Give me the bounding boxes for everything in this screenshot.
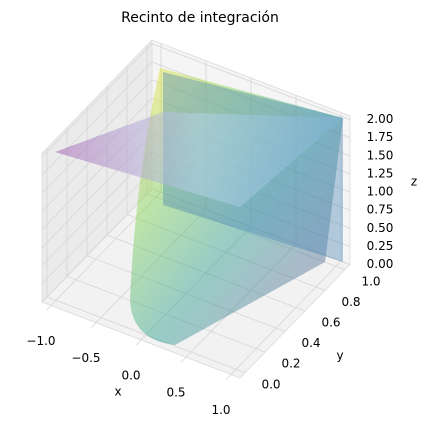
labels: Recinto de integración x y z −1.0 −0.5 0.0… (26, 10, 417, 417)
tick-mark (90, 322, 97, 329)
tilted-plane (55, 112, 343, 207)
z-tick-label: 0.75 (367, 203, 394, 217)
tick-mark (45, 305, 52, 311)
grid-line (41, 43, 153, 158)
grid-line (230, 260, 342, 375)
z-tick-label: 0.00 (367, 257, 394, 271)
z-axis-label: z (411, 175, 417, 189)
surfaces (55, 68, 343, 345)
y-tick-label: 0.2 (281, 357, 300, 371)
chart-title: Recinto de integración (121, 10, 279, 26)
x-tick-label: 0.5 (166, 386, 185, 400)
z-tick-label: 1.50 (367, 148, 394, 162)
y-tick-label: 1.0 (361, 274, 380, 288)
x-axis-label: x (114, 385, 121, 399)
tick-mark (225, 374, 232, 380)
tick-mark (180, 356, 187, 363)
grid-line (41, 170, 153, 285)
z-tick-label: 2.00 (367, 112, 394, 126)
grid-line (46, 296, 246, 374)
z-tick-label: 0.25 (367, 239, 394, 253)
grid-line (151, 43, 351, 120)
x-tick-label: −0.5 (71, 351, 100, 365)
y-axis-label: y (336, 349, 343, 363)
x-tick-label: 0.0 (121, 368, 140, 382)
z-tick-label: 0.50 (367, 221, 394, 235)
z-tick-label: 1.75 (367, 130, 394, 144)
grid-line (41, 188, 153, 303)
z-tick-label: 1.00 (367, 185, 394, 199)
y-tick-label: 0.6 (321, 315, 340, 329)
y-tick-label: 0.0 (261, 377, 280, 391)
y-tick-label: 0.4 (301, 336, 320, 350)
tick-mark (135, 339, 142, 346)
x-tick-label: 1.0 (211, 403, 230, 417)
y-tick-label: 0.8 (341, 295, 360, 309)
z-tick-label: 1.25 (367, 166, 394, 180)
grid-line (41, 61, 153, 176)
x-tick-label: −1.0 (26, 334, 55, 348)
